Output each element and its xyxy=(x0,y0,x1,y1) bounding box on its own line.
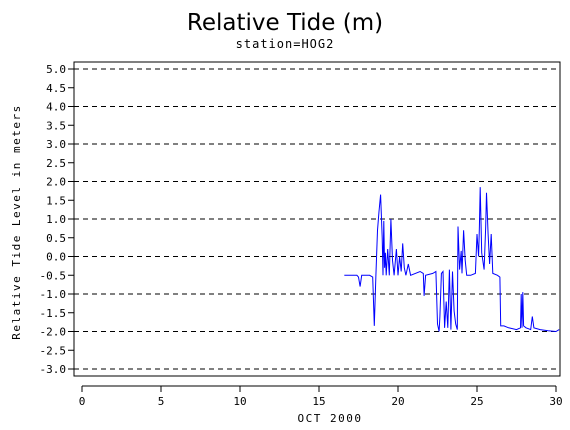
y-tick-label: -3.0 xyxy=(40,363,67,376)
y-axis-label: Relative Tide Level in meters xyxy=(10,104,23,340)
x-tick-label: 20 xyxy=(391,395,404,408)
y-tick-label: -2.5 xyxy=(40,344,67,357)
x-tick-label: 10 xyxy=(233,395,246,408)
y-tick-label: 0.5 xyxy=(46,232,66,245)
y-tick-label: 3.5 xyxy=(46,119,66,132)
y-tick-label: -0.5 xyxy=(40,269,67,282)
x-tick-label: 0 xyxy=(79,395,86,408)
y-tick-label: 5.0 xyxy=(46,63,66,76)
x-tick-label: 25 xyxy=(470,395,483,408)
y-tick-label: -2.0 xyxy=(40,326,67,339)
x-axis: 0 5 10 15 20 25 30 xyxy=(79,385,563,408)
series-layer xyxy=(344,187,560,333)
y-tick-label: 0.0 xyxy=(46,251,66,264)
chart-title: Relative Tide (m) xyxy=(187,10,383,36)
tide-series-line xyxy=(344,187,560,333)
x-tick-label: 30 xyxy=(549,395,562,408)
y-tick-label: 3.0 xyxy=(46,138,66,151)
y-tick-label: -1.0 xyxy=(40,288,67,301)
y-tick-label: -1.5 xyxy=(40,307,67,320)
y-tick-label: 4.0 xyxy=(46,101,66,114)
y-tick-label: 1.5 xyxy=(46,194,66,207)
y-axis: 5.0 4.5 4.0 3.5 3.0 2.5 2.0 1.5 1.0 0.5 0.0 -0.5 -1.… xyxy=(40,62,75,376)
y-tick-label: 2.5 xyxy=(46,157,66,170)
x-tick-label: 15 xyxy=(312,395,325,408)
y-tick-label: 4.5 xyxy=(46,82,66,95)
y-tick-label: 1.0 xyxy=(46,213,66,226)
x-tick-label: 5 xyxy=(158,395,165,408)
x-axis-label: OCT 2000 xyxy=(298,412,363,425)
y-tick-label: 2.0 xyxy=(46,176,66,189)
chart-subtitle: station=HOG2 xyxy=(236,37,335,51)
gridlines xyxy=(74,68,560,370)
